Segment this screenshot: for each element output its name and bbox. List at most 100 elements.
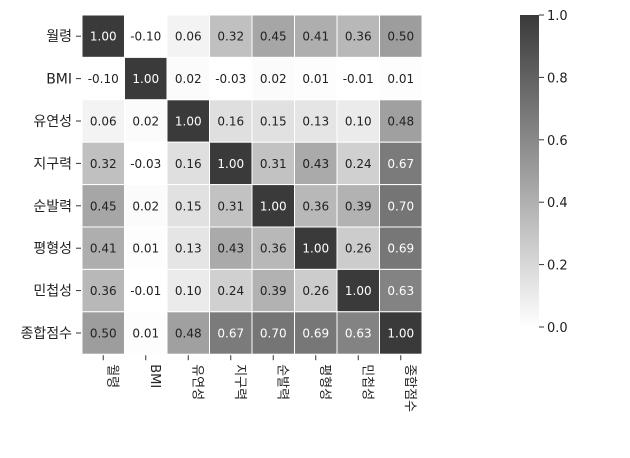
cell-value-label-0-2: 0.06 [175, 30, 202, 44]
heatmap-cell-0-5 [294, 14, 338, 58]
cell-value-label-2-6: 0.10 [345, 115, 372, 129]
row-label-1: BMI [46, 72, 72, 88]
cell-value-label-1-3: -0.03 [215, 72, 246, 86]
cell-value-label-5-7: 0.69 [387, 242, 414, 256]
cell-value-label-2-1: 0.02 [132, 115, 159, 129]
cell-value-label-3-3: 1.00 [217, 157, 244, 171]
cell-value-label-3-2: 0.16 [175, 157, 202, 171]
column-label-6: 민첩성 [359, 364, 374, 400]
cell-value-label-1-2: 0.02 [175, 72, 202, 86]
colorbar: 1.0 0.8 0.6 0.4 0.2 0.0 [520, 9, 568, 336]
cell-value-label-0-5: 0.41 [302, 30, 329, 44]
heatmap-cell-7-0 [81, 311, 125, 355]
heatmap-cells: 1.00 -0.10 0.06 0.32 0.45 0.41 0.36 0.50 -0.10 1.… [81, 14, 423, 355]
colorbar-tick-label-1: 0.8 [547, 71, 568, 86]
heatmap-cell-5-5 [294, 226, 338, 270]
heatmap-cell-5-1 [124, 226, 168, 270]
heatmap-cell-5-2 [166, 226, 210, 270]
heatmap-cell-0-1 [124, 14, 168, 58]
cell-value-label-7-5: 0.69 [302, 327, 329, 341]
cell-value-label-3-7: 0.67 [387, 157, 414, 171]
cell-value-label-1-5: 0.01 [302, 72, 329, 86]
cell-value-label-0-4: 0.45 [260, 30, 287, 44]
row-label-3: 지구력 [33, 156, 72, 172]
heatmap-cell-3-2 [166, 141, 210, 186]
cell-value-label-4-5: 0.36 [302, 199, 329, 213]
cell-value-label-3-6: 0.24 [345, 157, 372, 171]
heatmap-cell-4-4 [251, 184, 295, 228]
cell-value-label-2-7: 0.48 [387, 115, 414, 129]
heatmap-cell-1-3 [209, 56, 253, 101]
heatmap-cell-1-1 [124, 56, 168, 101]
row-label-4: 순발력 [33, 199, 72, 215]
cell-value-label-1-0: -0.10 [88, 72, 119, 86]
heatmap-cell-4-6 [336, 184, 380, 228]
cell-value-label-6-0: 0.36 [90, 284, 117, 298]
cell-value-label-7-3: 0.67 [217, 327, 244, 341]
column-label-3: 지구력 [232, 364, 247, 400]
column-label-2: 유연성 [189, 364, 204, 400]
heatmap-cell-2-5 [294, 99, 338, 143]
cell-value-label-4-7: 0.70 [387, 199, 414, 213]
cell-value-label-0-0: 1.00 [90, 30, 117, 44]
colorbar-tick-label-5: 0.0 [547, 321, 568, 336]
row-label-6: 민첩성 [33, 284, 72, 300]
cell-value-label-6-3: 0.24 [217, 284, 244, 298]
cell-value-label-3-1: -0.03 [130, 157, 161, 171]
heatmap-cell-2-1 [124, 99, 168, 143]
column-label-7: 종합점수 [402, 364, 417, 412]
heatmap-cell-7-4 [251, 311, 295, 355]
cell-value-label-1-6: -0.01 [343, 72, 374, 86]
colorbar-tick-label-2: 0.6 [547, 134, 568, 149]
heatmap-cell-5-4 [251, 226, 295, 270]
cell-value-label-2-5: 0.13 [302, 115, 329, 129]
heatmap-cell-2-6 [336, 99, 380, 143]
heatmap-cell-7-5 [294, 311, 338, 355]
cell-value-label-3-4: 0.31 [260, 157, 287, 171]
cell-value-label-5-6: 0.26 [345, 242, 372, 256]
cell-value-label-5-2: 0.13 [175, 242, 202, 256]
cell-value-label-0-3: 0.32 [217, 30, 244, 44]
cell-value-label-4-3: 0.31 [217, 199, 244, 213]
heatmap-cell-2-2 [166, 99, 210, 143]
cell-value-label-4-1: 0.02 [132, 199, 159, 213]
heatmap-cell-0-7 [379, 14, 423, 58]
cell-value-label-1-1: 1.00 [132, 72, 159, 86]
colorbar-tick-label-4: 0.2 [547, 259, 568, 274]
cell-value-label-1-4: 0.02 [260, 72, 287, 86]
cell-value-label-7-2: 0.48 [175, 327, 202, 341]
cell-value-label-6-6: 1.00 [345, 284, 372, 298]
heatmap-cell-1-7 [379, 56, 423, 101]
heatmap-cell-6-4 [251, 268, 295, 313]
heatmap-cell-2-3 [209, 99, 253, 143]
heatmap-cell-4-7 [379, 184, 423, 228]
cell-value-label-5-3: 0.43 [217, 242, 244, 256]
colorbar-tick-label-0: 1.0 [547, 9, 568, 24]
column-label-0: 월령 [104, 364, 119, 388]
column-label-4: 순발력 [274, 364, 289, 400]
heatmap-cell-1-5 [294, 56, 338, 101]
cell-value-label-5-1: 0.01 [132, 242, 159, 256]
cell-value-label-0-1: -0.10 [130, 30, 161, 44]
heatmap-cell-3-6 [336, 141, 380, 186]
column-label-5: 평형성 [317, 364, 332, 400]
heatmap-cell-6-1 [124, 268, 168, 313]
column-label-1: BMI [147, 364, 162, 388]
row-label-5: 평형성 [33, 241, 72, 257]
cell-value-label-5-5: 1.00 [302, 242, 329, 256]
heatmap-cell-5-7 [379, 226, 423, 270]
cell-value-label-6-4: 0.39 [260, 284, 287, 298]
cell-value-label-7-0: 0.50 [90, 327, 117, 341]
cell-value-label-4-2: 0.15 [175, 199, 202, 213]
cell-value-label-7-7: 1.00 [387, 327, 414, 341]
cell-value-label-2-4: 0.15 [260, 115, 287, 129]
cell-value-label-2-3: 0.16 [217, 115, 244, 129]
cell-value-label-0-6: 0.36 [345, 30, 372, 44]
cell-value-label-6-5: 0.26 [302, 284, 329, 298]
cell-value-label-5-4: 0.36 [260, 242, 287, 256]
heatmap-cell-4-3 [209, 184, 253, 228]
cell-value-label-7-6: 0.63 [345, 327, 372, 341]
heatmap-cell-3-3 [209, 141, 253, 186]
